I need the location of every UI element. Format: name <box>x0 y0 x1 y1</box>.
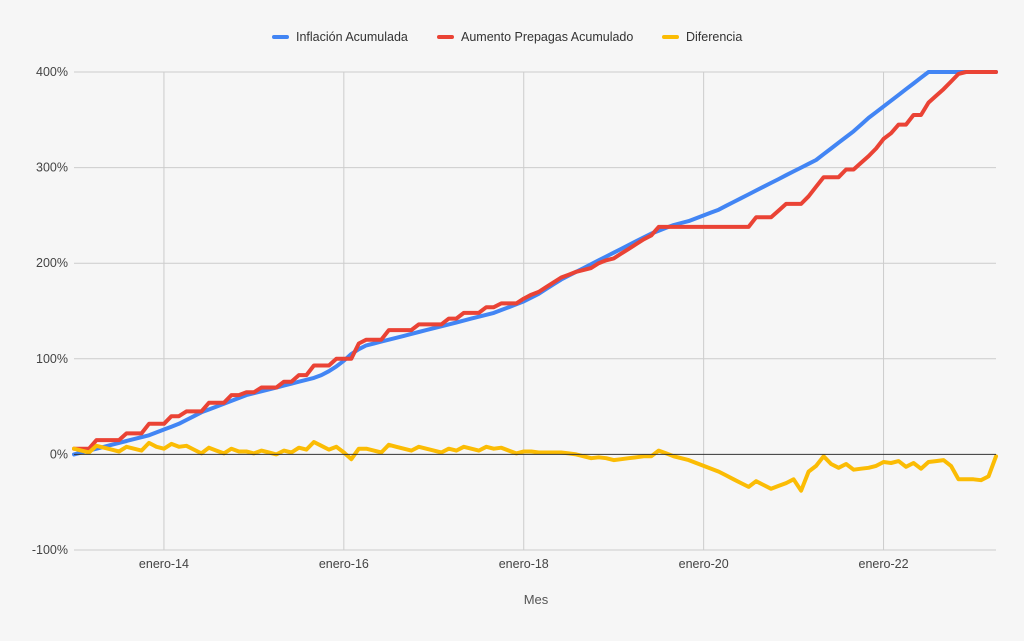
x-tick-label: enero-14 <box>139 557 189 571</box>
legend-item[interactable]: Aumento Prepagas Acumulado <box>437 30 633 44</box>
series-line-inflacion-acumulada <box>72 70 998 457</box>
y-tick-label: 0% <box>50 447 68 461</box>
legend-item[interactable]: Diferencia <box>662 30 742 44</box>
series-line-aumento-prepagas-acumulado <box>72 70 998 451</box>
legend-item[interactable]: Inflación Acumulada <box>272 30 408 44</box>
series-line-diferencia <box>72 440 998 493</box>
legend-label: Aumento Prepagas Acumulado <box>461 30 633 44</box>
series-lines <box>72 70 998 493</box>
grid <box>74 71 996 551</box>
legend-label: Diferencia <box>686 30 742 44</box>
x-axis-title: Mes <box>524 592 549 607</box>
y-tick-label: 400% <box>36 65 68 79</box>
x-tick-label: enero-16 <box>319 557 369 571</box>
y-tick-label: 100% <box>36 352 68 366</box>
x-tick-label: enero-22 <box>859 557 909 571</box>
x-tick-label: enero-20 <box>679 557 729 571</box>
axis-ticks: -100% 0% 100% 200% 300% 400% enero-14 enero-16 e… <box>32 65 909 571</box>
y-tick-label: 200% <box>36 256 68 270</box>
y-tick-label: 300% <box>36 161 68 175</box>
y-tick-label: -100% <box>32 543 68 557</box>
x-tick-label: enero-18 <box>499 557 549 571</box>
legend-label: Inflación Acumulada <box>296 30 408 44</box>
legend[interactable]: Inflación Acumulada Aumento Prepagas Acum… <box>272 30 742 44</box>
